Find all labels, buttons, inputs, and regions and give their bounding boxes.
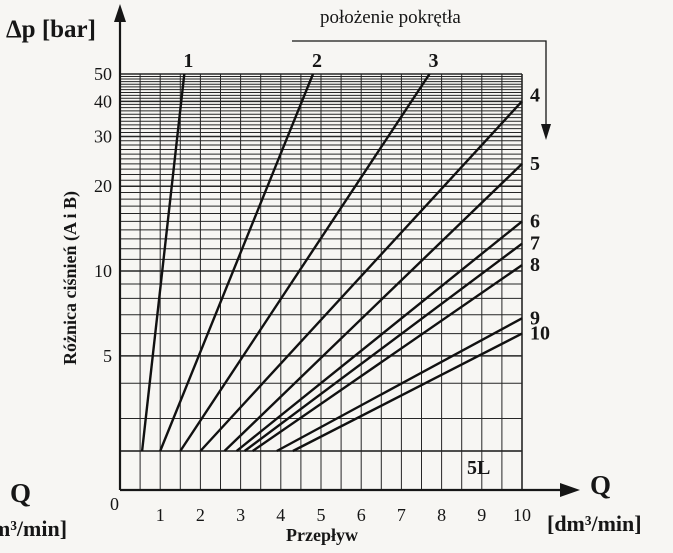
series-line-6 (235, 220, 523, 452)
knob-position-label: położenie pokrętła (320, 7, 461, 28)
x-axis-label: Przepływ (286, 525, 358, 545)
tick-labels: 1 2 3 4 5 6 7 8 9 10 50 40 30 20 10 5 (94, 64, 531, 525)
series-label-9: 9 (530, 307, 540, 329)
series-line-4 (199, 100, 523, 452)
series-label-3: 3 (429, 50, 439, 72)
y-tick-label: 20 (94, 176, 112, 196)
knob-position-bracket (292, 40, 547, 128)
series-label-2: 2 (312, 50, 322, 72)
series-label-10: 10 (530, 323, 550, 345)
series-label-6: 6 (530, 210, 540, 232)
series-label-7: 7 (530, 233, 540, 255)
x-tick-label: 9 (477, 505, 486, 525)
x-axis-symbol: Q (590, 470, 611, 500)
x-tick-label: 1 (156, 505, 165, 525)
series-line-9 (276, 317, 523, 453)
series-lines (140, 73, 523, 453)
series-line-7 (243, 242, 523, 452)
series-label-1: 1 (183, 50, 193, 72)
x-axis-arrow (560, 483, 580, 497)
y-axis-symbol: Δp [bar] (6, 16, 96, 43)
y-tick-label: 30 (94, 127, 112, 147)
x-tick-label: 7 (397, 505, 406, 525)
x-tick-label: 3 (236, 505, 245, 525)
y-tick-label: 40 (94, 91, 112, 111)
y-axis-arrow (114, 4, 126, 22)
y-tick-label: 5 (103, 346, 112, 366)
x-tick-label: 10 (513, 505, 531, 525)
x-tick-label: 4 (276, 505, 285, 525)
series-labels: 1 2 3 4 5 678 910 (183, 50, 550, 345)
left-unit: m³/min] (0, 516, 67, 541)
x-tick-label: 5 (317, 505, 326, 525)
x-tick-label: 6 (357, 505, 366, 525)
series-label-8: 8 (530, 254, 540, 276)
x-axis-unit: [dm³/min] (547, 511, 642, 536)
x-tick-label: 2 (196, 505, 205, 525)
x-tick-label: 8 (437, 505, 446, 525)
series-line-1 (140, 73, 186, 452)
series-label-4: 4 (530, 84, 540, 106)
valve-model-label: 5L (467, 457, 490, 479)
series-line-10 (292, 332, 523, 453)
origin-label: 0 (110, 494, 119, 514)
series-line-3 (179, 73, 431, 452)
y-tick-label: 50 (94, 64, 112, 84)
series-line-8 (252, 264, 523, 452)
knob-position-arrowhead (541, 124, 551, 140)
series-label-5: 5 (530, 153, 540, 175)
series-line-2 (159, 73, 315, 452)
series-line-5 (223, 163, 523, 452)
grid (120, 73, 523, 490)
y-axis-label: Różnica ciśnień (A i B) (60, 191, 81, 365)
left-symbol: Q (10, 478, 31, 508)
y-tick-label: 10 (94, 261, 112, 281)
